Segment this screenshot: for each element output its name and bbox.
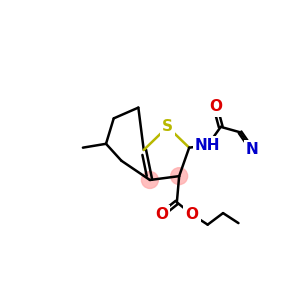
Circle shape <box>171 168 188 184</box>
Text: S: S <box>162 119 173 134</box>
Text: O: O <box>186 207 199 222</box>
Text: N: N <box>246 142 259 158</box>
Text: O: O <box>209 99 222 114</box>
Text: NH: NH <box>195 138 220 153</box>
Text: O: O <box>155 207 168 222</box>
Circle shape <box>141 172 158 188</box>
